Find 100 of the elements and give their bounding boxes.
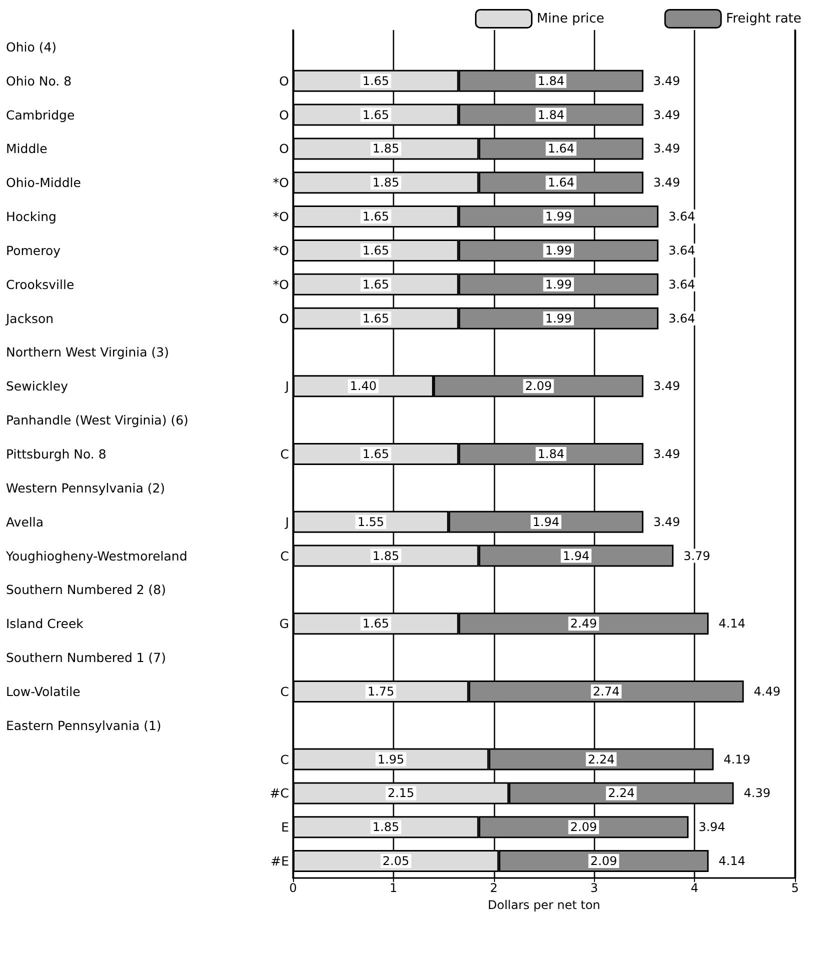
data-label: 1.65 xyxy=(362,243,390,258)
data-label: 2.15 xyxy=(388,786,414,800)
x-tick-label: 2 xyxy=(490,881,498,895)
total-label: 3.79 xyxy=(684,548,710,563)
data-label: 1.65 xyxy=(362,108,390,122)
data-label: 1.84 xyxy=(538,108,564,122)
y2-tick-label: C xyxy=(280,684,290,699)
y2-tick-label: O xyxy=(279,141,290,156)
y-tick-label: Southern Numbered 2 (8) xyxy=(6,582,166,598)
y-tick-label: Pomeroy xyxy=(6,242,62,258)
y2-tick-label: G xyxy=(279,616,289,632)
total-label: 3.49 xyxy=(653,514,680,529)
y2-tick-label: O xyxy=(279,107,290,122)
y-tick-label: Hocking xyxy=(6,209,56,224)
y-tick-label: Pittsburgh No. 8 xyxy=(6,446,106,462)
data-label: 1.84 xyxy=(538,447,564,461)
data-label: 1.95 xyxy=(378,752,404,766)
data-label: 1.55 xyxy=(357,514,384,529)
data-label: 1.65 xyxy=(362,277,390,292)
data-label: 1.94 xyxy=(562,548,590,563)
y2-tick-label: J xyxy=(284,378,289,394)
x-tick-label: 3 xyxy=(590,881,598,895)
total-label: 4.49 xyxy=(754,684,781,698)
data-label: 1.65 xyxy=(362,447,390,461)
data-label: 1.40 xyxy=(350,379,377,394)
total-label: 4.39 xyxy=(744,786,770,800)
x-tick-label: 4 xyxy=(690,881,698,895)
y-tick-label: Ohio No. 8 xyxy=(6,73,72,88)
y2-tick-label: C xyxy=(280,446,290,462)
total-label: 4.19 xyxy=(724,752,750,766)
total-label: 3.49 xyxy=(653,108,680,122)
y-tick-label: Crooksville xyxy=(6,276,74,292)
x-tick-label: 1 xyxy=(390,881,398,895)
data-label: 2.24 xyxy=(608,786,635,800)
x-tick-label: 5 xyxy=(791,881,799,895)
data-label: 1.99 xyxy=(545,243,572,258)
y2-tick-label: O xyxy=(279,73,290,88)
y2-tick-label: *O xyxy=(272,175,290,190)
y-tick-label: Panhandle (West Virginia) (6) xyxy=(6,412,188,428)
y2-tick-label: E xyxy=(281,820,290,835)
data-label: 2.05 xyxy=(382,854,410,868)
data-label: 1.75 xyxy=(367,684,394,698)
y-tick-label: Island Creek xyxy=(6,616,84,632)
total-label: 3.64 xyxy=(668,311,696,326)
y-tick-label: Cambridge xyxy=(6,107,75,122)
data-label: 1.64 xyxy=(548,176,574,190)
data-label: 1.84 xyxy=(538,74,564,88)
total-label: 3.49 xyxy=(653,379,680,394)
y2-tick-label: *O xyxy=(272,276,290,292)
data-label: 1.85 xyxy=(372,548,400,563)
data-label: 1.99 xyxy=(545,277,572,292)
y2-tick-label: #E xyxy=(270,854,290,869)
y2-tick-label: O xyxy=(279,310,290,326)
data-label: 1.65 xyxy=(362,74,390,88)
total-label: 4.14 xyxy=(718,616,746,631)
y2-tick-label: J xyxy=(284,514,289,530)
total-label: 3.49 xyxy=(653,74,680,88)
total-label: 3.49 xyxy=(653,142,680,156)
data-label: 2.09 xyxy=(525,379,552,394)
y-tick-label: Northern West Virginia (3) xyxy=(6,344,169,360)
total-label: 3.94 xyxy=(698,820,726,834)
data-label: 1.65 xyxy=(362,616,390,631)
data-label: 1.99 xyxy=(545,311,572,326)
y-tick-label: Low-Volatile xyxy=(6,684,81,699)
data-label: 1.94 xyxy=(532,514,560,529)
data-label: 2.49 xyxy=(570,616,598,631)
y2-tick-label: C xyxy=(280,548,290,564)
total-label: 3.49 xyxy=(653,447,680,461)
total-label: 3.64 xyxy=(668,210,696,224)
total-label: 3.64 xyxy=(668,277,696,292)
y2-tick-label: #C xyxy=(270,786,290,801)
y-tick-label: Ohio-Middle xyxy=(6,175,82,190)
y-tick-label: Youghiogheny-Westmoreland xyxy=(5,548,188,564)
y2-tick-label: C xyxy=(280,752,290,767)
y-tick-label: Jackson xyxy=(5,310,54,326)
y-tick-label: Sewickley xyxy=(6,378,69,394)
data-label: 1.65 xyxy=(362,210,390,224)
data-label: 1.65 xyxy=(362,311,390,326)
total-label: 3.49 xyxy=(653,176,680,190)
data-label: 2.74 xyxy=(592,684,620,698)
y2-tick-label: *O xyxy=(272,242,290,258)
total-label: 3.64 xyxy=(668,243,696,258)
y-tick-label: Eastern Pennsylvania (1) xyxy=(6,718,162,733)
x-axis-title: Dollars per net ton xyxy=(488,898,600,912)
total-label: 4.14 xyxy=(718,854,746,868)
legend-label: Mine price xyxy=(536,11,604,26)
y-tick-label: Western Pennsylvania (2) xyxy=(6,480,166,496)
data-label: 2.09 xyxy=(570,820,598,834)
legend-label: Freight rate xyxy=(726,11,802,26)
y2-tick-label: *O xyxy=(272,209,290,224)
data-label: 1.85 xyxy=(372,142,400,156)
data-label: 1.64 xyxy=(548,142,574,156)
data-label: 2.24 xyxy=(588,752,615,766)
data-label: 2.09 xyxy=(590,854,618,868)
y-tick-label: Ohio (4) xyxy=(6,39,57,54)
y-tick-label: Avella xyxy=(6,514,44,530)
data-label: 1.85 xyxy=(372,820,400,834)
data-label: 1.99 xyxy=(545,210,572,224)
y-tick-label: Southern Numbered 1 (7) xyxy=(6,650,166,666)
y-tick-label: Middle xyxy=(6,141,48,156)
